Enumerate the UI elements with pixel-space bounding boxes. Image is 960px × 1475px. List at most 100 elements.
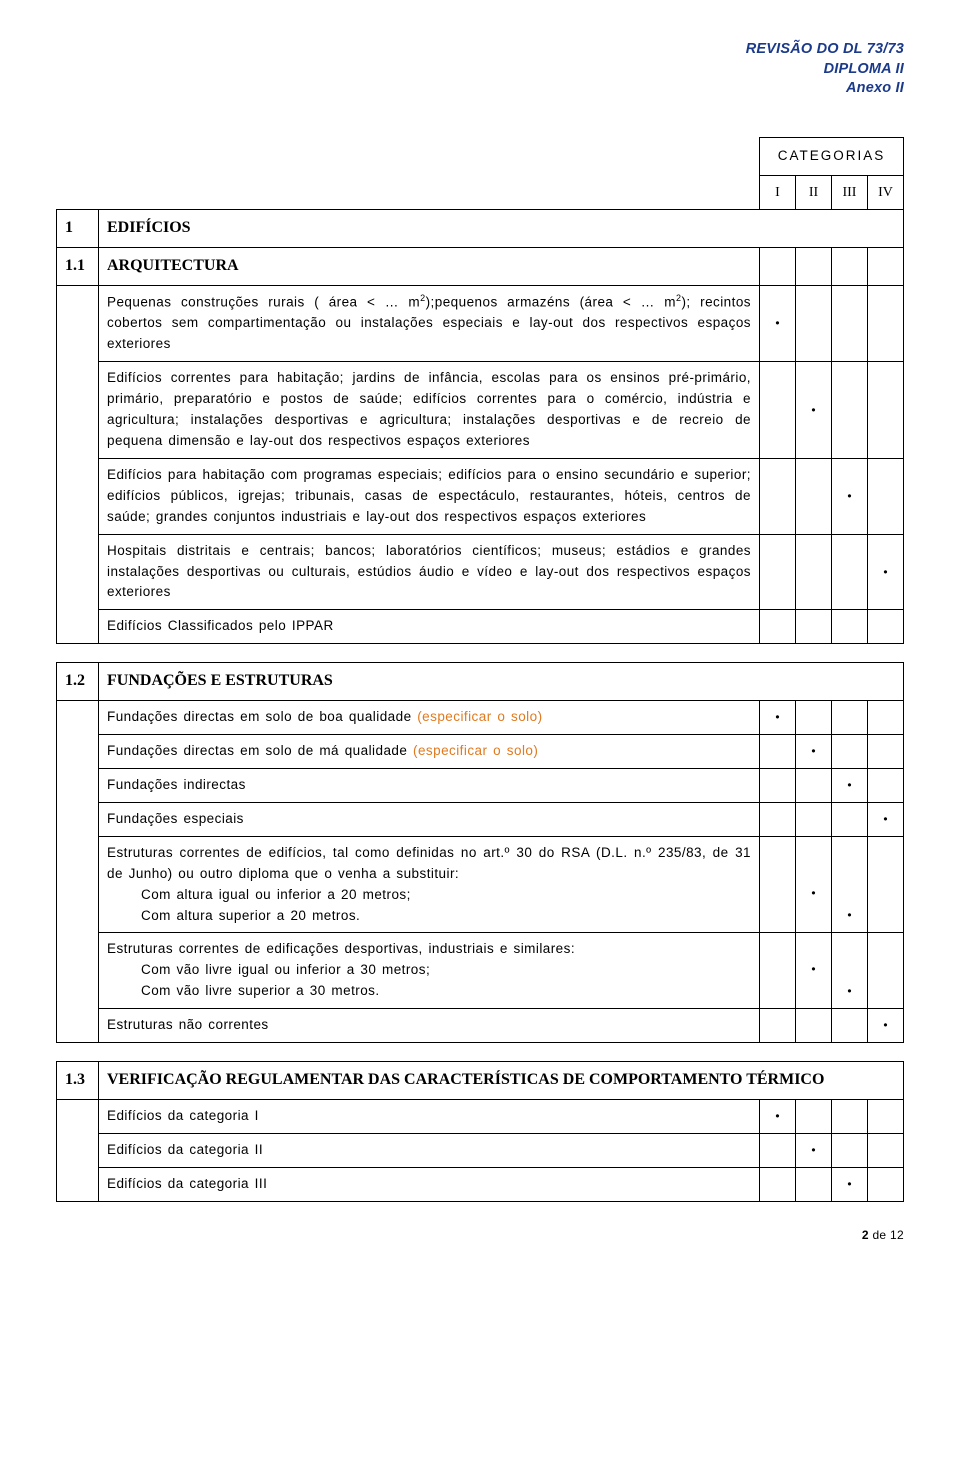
subsection-title: VERIFICAÇÃO REGULAMENTAR DAS CARACTERÍST…	[99, 1062, 904, 1100]
row-description: Fundações indirectas	[99, 768, 760, 802]
mark-cell: •	[831, 933, 867, 1009]
mark-cell	[759, 1167, 795, 1201]
col-head-2: II	[795, 175, 831, 210]
table-row: Hospitais distritais e centrais; bancos;…	[57, 534, 904, 610]
section-title: EDIFÍCIOS	[99, 210, 904, 248]
mark-cell	[831, 701, 867, 735]
mark-cell	[759, 1133, 795, 1167]
mark-cell	[867, 610, 903, 644]
table-section-2: 1.2 FUNDAÇÕES E ESTRUTURAS Fundações dir…	[56, 662, 904, 1043]
row-description: Fundações directas em solo de boa qualid…	[99, 701, 760, 735]
mark-cell: •	[759, 1099, 795, 1133]
col-head-1: I	[759, 175, 795, 210]
mark-cell	[867, 458, 903, 534]
table-row: Edifícios da categoria II •	[57, 1133, 904, 1167]
mark-cell	[759, 362, 795, 459]
row-description: Edifícios para habitação com programas e…	[99, 458, 760, 534]
row-description: Edifícios da categoria II	[99, 1133, 760, 1167]
mark-cell	[867, 1133, 903, 1167]
mark-cell	[759, 458, 795, 534]
mark-cell: •	[795, 1133, 831, 1167]
mark-cell	[795, 1009, 831, 1043]
mark-cell	[867, 735, 903, 769]
row-description: Edifícios da categoria I	[99, 1099, 760, 1133]
table-row: Pequenas construções rurais ( área < … m…	[57, 285, 904, 361]
mark-cell	[867, 836, 903, 933]
mark-cell	[867, 285, 903, 361]
mark-cell	[831, 362, 867, 459]
table-row: Estruturas correntes de edifícios, tal c…	[57, 836, 904, 933]
table-row: Edifícios correntes para habitação; jard…	[57, 362, 904, 459]
table-row: Edifícios da categoria III •	[57, 1167, 904, 1201]
header-line-3: Anexo II	[56, 79, 904, 99]
mark-cell: •	[831, 458, 867, 534]
table-row: Fundações indirectas •	[57, 768, 904, 802]
row-description: Fundações especiais	[99, 802, 760, 836]
subsection-title: ARQUITECTURA	[99, 248, 760, 286]
mark-cell	[759, 1009, 795, 1043]
table-row: Estruturas correntes de edificações desp…	[57, 933, 904, 1009]
col-head-3: III	[831, 175, 867, 210]
mark-cell	[759, 768, 795, 802]
mark-cell: •	[795, 836, 831, 933]
table-row: Edifícios da categoria I •	[57, 1099, 904, 1133]
mark-cell	[831, 610, 867, 644]
mark-cell	[831, 735, 867, 769]
mark-cell: •	[831, 768, 867, 802]
mark-cell	[759, 933, 795, 1009]
mark-cell: •	[831, 1167, 867, 1201]
section-number: 1	[57, 210, 99, 248]
row-description: Edifícios correntes para habitação; jard…	[99, 362, 760, 459]
mark-cell: •	[831, 836, 867, 933]
mark-cell	[795, 1167, 831, 1201]
page-header: REVISÃO DO DL 73/73 DIPLOMA II Anexo II	[56, 40, 904, 99]
mark-cell: •	[867, 1009, 903, 1043]
page-current: 2	[862, 1228, 869, 1242]
mark-cell	[867, 768, 903, 802]
subsection-title: FUNDAÇÕES E ESTRUTURAS	[99, 663, 904, 701]
mark-cell	[759, 735, 795, 769]
page-separator: de	[869, 1228, 890, 1242]
row-description: Fundações directas em solo de má qualida…	[99, 735, 760, 769]
mark-cell	[759, 802, 795, 836]
mark-cell	[759, 534, 795, 610]
subsection-number: 1.2	[57, 663, 99, 701]
mark-cell	[795, 285, 831, 361]
row-description: Edifícios Classificados pelo IPPAR	[99, 610, 760, 644]
mark-cell	[867, 362, 903, 459]
table-row: 1.2 FUNDAÇÕES E ESTRUTURAS	[57, 663, 904, 701]
mark-cell	[795, 458, 831, 534]
subsection-number: 1.3	[57, 1062, 99, 1100]
page-total: 12	[890, 1228, 904, 1242]
mark-cell	[795, 802, 831, 836]
table-row: Edifícios para habitação com programas e…	[57, 458, 904, 534]
row-description: Edifícios da categoria III	[99, 1167, 760, 1201]
mark-cell: •	[759, 701, 795, 735]
table-row: 1 EDIFÍCIOS	[57, 210, 904, 248]
col-head-4: IV	[867, 175, 903, 210]
subsection-number: 1.1	[57, 248, 99, 286]
categories-header: CATEGORIAS	[759, 137, 903, 175]
mark-cell	[831, 1099, 867, 1133]
mark-cell	[831, 285, 867, 361]
mark-cell	[795, 701, 831, 735]
mark-cell	[867, 1167, 903, 1201]
table-row: 1.1 ARQUITECTURA	[57, 248, 904, 286]
header-line-1: REVISÃO DO DL 73/73	[56, 40, 904, 60]
mark-cell	[795, 1099, 831, 1133]
mark-cell: •	[867, 534, 903, 610]
mark-cell	[831, 1133, 867, 1167]
mark-cell	[759, 610, 795, 644]
row-description: Pequenas construções rurais ( área < … m…	[99, 285, 760, 361]
table-row: Fundações directas em solo de má qualida…	[57, 735, 904, 769]
mark-cell	[795, 768, 831, 802]
mark-cell: •	[795, 735, 831, 769]
table-row: Estruturas não correntes •	[57, 1009, 904, 1043]
mark-cell: •	[867, 802, 903, 836]
mark-cell	[831, 1009, 867, 1043]
table-section-1: CATEGORIAS I II III IV 1 EDIFÍCIOS 1.1 A…	[56, 137, 904, 645]
table-section-3: 1.3 VERIFICAÇÃO REGULAMENTAR DAS CARACTE…	[56, 1061, 904, 1202]
mark-cell: •	[795, 933, 831, 1009]
table-row: CATEGORIAS	[57, 137, 904, 175]
mark-cell: •	[759, 285, 795, 361]
